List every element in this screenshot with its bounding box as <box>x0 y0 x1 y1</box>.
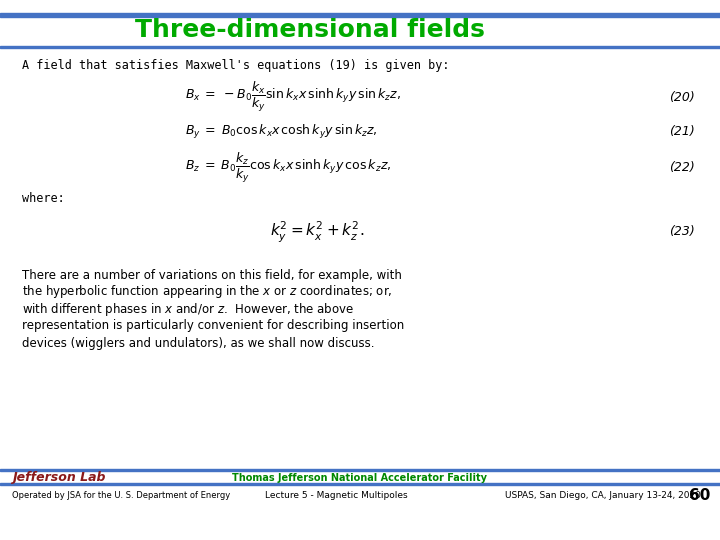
Text: (22): (22) <box>670 161 695 174</box>
Text: Three-dimensional fields: Three-dimensional fields <box>135 18 485 42</box>
Text: Thomas Jefferson National Accelerator Facility: Thomas Jefferson National Accelerator Fa… <box>233 473 487 483</box>
Text: devices (wigglers and undulators), as we shall now discuss.: devices (wigglers and undulators), as we… <box>22 336 374 349</box>
Text: the hyperbolic function appearing in the $x$ or $z$ coordinates; or,: the hyperbolic function appearing in the… <box>22 284 392 300</box>
Text: Operated by JSA for the U. S. Department of Energy: Operated by JSA for the U. S. Department… <box>12 491 230 501</box>
Text: with different phases in $x$ and/or $z$.  However, the above: with different phases in $x$ and/or $z$.… <box>22 300 354 318</box>
Bar <box>0 469 720 471</box>
Text: (23): (23) <box>670 226 695 239</box>
Text: (21): (21) <box>670 125 695 138</box>
Text: Jefferson Lab: Jefferson Lab <box>12 471 106 484</box>
Text: $B_y \;=\; B_0 \cos k_x x\,\cosh k_y y\,\sin k_z z,$: $B_y \;=\; B_0 \cos k_x x\,\cosh k_y y\,… <box>185 123 377 141</box>
Text: A field that satisfies Maxwell's equations (19) is given by:: A field that satisfies Maxwell's equatio… <box>22 58 449 71</box>
Text: $B_x \;=\; -B_0\dfrac{k_x}{k_y}\sin k_x x\,\sinh k_y y\,\sin k_z z,$: $B_x \;=\; -B_0\dfrac{k_x}{k_y}\sin k_x … <box>185 80 401 114</box>
Bar <box>0 483 720 485</box>
Text: where:: where: <box>22 192 65 205</box>
Text: USPAS, San Diego, CA, January 13-24, 2020: USPAS, San Diego, CA, January 13-24, 202… <box>505 491 701 501</box>
Bar <box>0 13 720 17</box>
Text: $k_y^2 = k_x^2 + k_z^2.$: $k_y^2 = k_x^2 + k_z^2.$ <box>270 219 364 245</box>
Text: Lecture 5 - Magnetic Multipoles: Lecture 5 - Magnetic Multipoles <box>265 491 408 501</box>
Text: There are a number of variations on this field, for example, with: There are a number of variations on this… <box>22 268 402 281</box>
Text: $B_z \;=\; B_0\dfrac{k_z}{k_y}\cos k_x x\,\sinh k_y y\,\cos k_z z,$: $B_z \;=\; B_0\dfrac{k_z}{k_y}\cos k_x x… <box>185 151 391 185</box>
Text: representation is particularly convenient for describing insertion: representation is particularly convenien… <box>22 320 404 333</box>
Text: 60: 60 <box>688 489 710 503</box>
Text: (20): (20) <box>670 91 695 104</box>
Bar <box>0 45 720 48</box>
